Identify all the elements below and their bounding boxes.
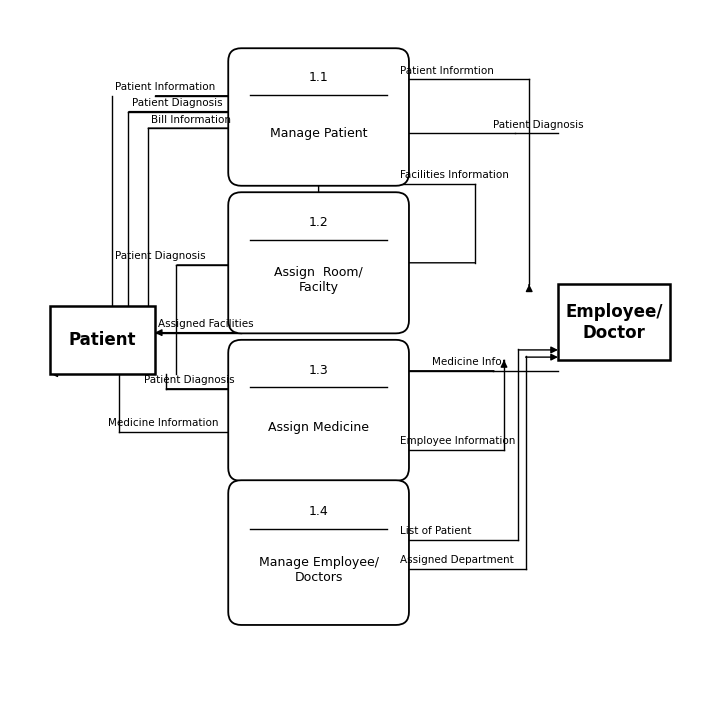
Text: Bill Information: Bill Information xyxy=(151,114,231,125)
Text: Assign Medicine: Assign Medicine xyxy=(268,421,369,434)
FancyBboxPatch shape xyxy=(228,340,409,481)
Text: List of Patient: List of Patient xyxy=(400,526,471,536)
Text: Employee Information: Employee Information xyxy=(400,436,515,446)
Text: 1.4: 1.4 xyxy=(309,505,328,518)
Text: Assigned Department: Assigned Department xyxy=(400,555,513,565)
Text: Manage Patient: Manage Patient xyxy=(270,127,367,140)
FancyBboxPatch shape xyxy=(228,48,409,186)
Text: Patient: Patient xyxy=(69,331,136,349)
Text: 1.1: 1.1 xyxy=(309,71,328,84)
Text: Employee/
Doctor: Employee/ Doctor xyxy=(565,303,662,341)
Text: Patient Diagnosis: Patient Diagnosis xyxy=(144,375,235,385)
FancyBboxPatch shape xyxy=(50,306,155,374)
Text: 1.3: 1.3 xyxy=(309,364,328,377)
FancyBboxPatch shape xyxy=(228,480,409,625)
Text: Assigned Facilities: Assigned Facilities xyxy=(158,319,254,329)
Text: Patient Information: Patient Information xyxy=(115,82,215,92)
Text: Patient Diagnosis: Patient Diagnosis xyxy=(115,251,206,261)
Text: Patient Diagnosis: Patient Diagnosis xyxy=(493,120,584,130)
Text: Facilities Information: Facilities Information xyxy=(400,170,508,180)
Text: Patient Informtion: Patient Informtion xyxy=(400,66,493,76)
Text: Medicine Info: Medicine Info xyxy=(432,357,502,367)
Text: Medicine Information: Medicine Information xyxy=(108,418,218,428)
Text: Assign  Room/
Facilty: Assign Room/ Facilty xyxy=(274,266,363,294)
FancyBboxPatch shape xyxy=(228,192,409,333)
Text: 1.2: 1.2 xyxy=(309,216,328,229)
Text: Manage Employee/
Doctors: Manage Employee/ Doctors xyxy=(258,557,379,585)
FancyBboxPatch shape xyxy=(558,284,670,360)
Text: Patient Diagnosis: Patient Diagnosis xyxy=(132,98,222,108)
